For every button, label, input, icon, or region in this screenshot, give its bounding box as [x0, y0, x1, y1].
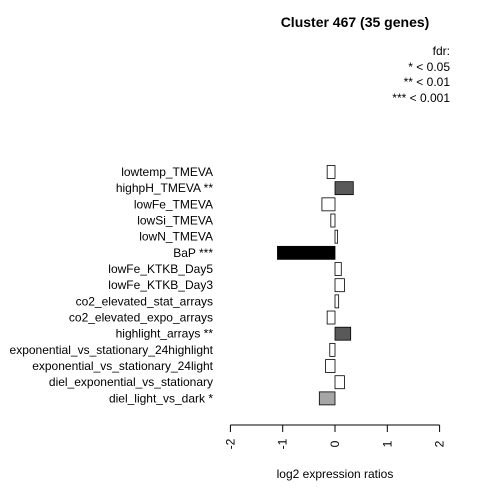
chart-title: Cluster 467 (35 genes)	[281, 14, 430, 30]
x-tick-label-2: -1	[276, 438, 290, 449]
bars-group	[277, 165, 354, 406]
bar-9	[334, 294, 340, 309]
bar-2	[334, 181, 354, 196]
bar-13	[325, 359, 336, 373]
category-label-13: exponential_vs_stationary_24light	[32, 359, 213, 373]
bar-15	[318, 391, 336, 406]
bar-3	[321, 197, 336, 212]
category-label-5: lowN_TMEVA	[139, 230, 213, 244]
category-labels: lowtemp_TMEVA highpH_TMEVA ** lowFe_TMEVAl…	[10, 165, 214, 405]
bar-1	[326, 165, 336, 179]
legend-entry-3: *** < 0.001	[392, 91, 450, 105]
x-tick-label-5: 2	[433, 440, 447, 447]
bar-5	[334, 229, 339, 244]
bar-8	[334, 278, 345, 293]
x-tick-label-4: 1	[380, 440, 394, 447]
legend-entry-1: * < 0.05	[408, 60, 450, 74]
category-label-6: BaP ***	[173, 246, 213, 260]
bar-4	[330, 213, 336, 228]
category-label-4: lowSi_TMEVA	[137, 214, 213, 228]
category-label-1: lowtemp_TMEVA	[121, 165, 213, 179]
category-label-12: exponential_vs_stationary_24highlight	[10, 343, 214, 357]
category-label-9: co2_elevated_stat_arrays	[76, 294, 213, 308]
bar-6	[277, 245, 336, 260]
category-label-15: diel_light_vs_dark *	[109, 391, 213, 405]
legend-entry-2: ** < 0.01	[404, 75, 451, 89]
x-axis: -2 -1 0 1 2	[223, 424, 447, 449]
legend-title: fdr:	[433, 44, 450, 58]
category-label-2: highpH_TMEVA **	[116, 181, 213, 195]
category-label-14: diel_exponential_vs_stationary	[49, 375, 213, 389]
category-label-7: lowFe_KTKB_Day5	[108, 262, 213, 276]
x-axis-label: log2 expression ratios	[277, 467, 394, 481]
category-label-8: lowFe_KTKB_Day3	[108, 278, 213, 292]
bar-14	[334, 375, 345, 390]
category-label-11: highlight_arrays **	[116, 327, 214, 341]
category-label-3: lowFe_TMEVA	[134, 197, 213, 211]
x-tick-label-3: 0	[328, 440, 342, 447]
bar-7	[334, 262, 342, 276]
x-tick-label-1: -2	[223, 438, 237, 449]
bar-11	[334, 326, 352, 341]
bar-12	[329, 342, 336, 357]
bar-10	[326, 310, 336, 325]
category-label-10: co2_elevated_expo_arrays	[69, 311, 213, 325]
